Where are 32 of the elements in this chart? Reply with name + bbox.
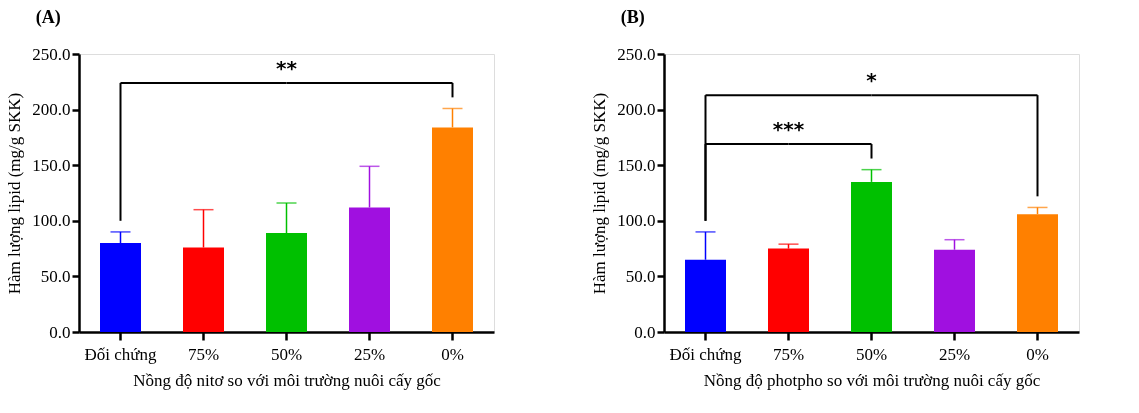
y-tick-label: 100.0 (32, 211, 71, 231)
x-tick-label: Đối chứng (84, 344, 157, 364)
chart-title: (B) (620, 7, 645, 28)
y-tick-label: 200.0 (617, 100, 656, 120)
x-tick-label: Đối chứng (669, 344, 742, 364)
chart-title: (A) (35, 7, 61, 28)
y-axis-title: Hàm lượng lipid (mg/g SKK) (590, 92, 610, 295)
x-tick-label: 75% (772, 344, 805, 364)
y-tick-label: 50.0 (40, 266, 71, 286)
y-tick-label: 0.0 (49, 322, 71, 342)
x-axis-title: Nồng độ nitơ so với môi trường nuôi cấy gốc (133, 370, 442, 390)
x-tick-label: 75% (187, 344, 220, 364)
x-tick-label: 25% (938, 344, 971, 364)
y-tick-label: 150.0 (32, 155, 71, 175)
annotation: * (866, 68, 878, 93)
y-axis-title: Hàm lượng lipid (mg/g SKK) (5, 92, 25, 295)
y-tick-label: 150.0 (617, 155, 656, 175)
bar (768, 248, 809, 332)
y-tick-label: 100.0 (617, 211, 656, 231)
y-tick-label: 50.0 (625, 266, 656, 286)
y-tick-label: 250.0 (617, 44, 656, 64)
x-tick-label: 0% (1026, 344, 1049, 364)
x-tick-label: 50% (270, 344, 303, 364)
y-tick-label: 200.0 (32, 100, 71, 120)
y-tick-label: 0.0 (634, 322, 656, 342)
x-axis-title: Nồng độ photpho so với môi trường nuôi cấy gốc (703, 370, 1041, 390)
x-tick-label: 0% (441, 344, 464, 364)
x-tick-label: 50% (855, 344, 888, 364)
annotation: *** (772, 117, 805, 142)
y-tick-label: 250.0 (32, 44, 71, 64)
annotation: ** (276, 55, 298, 80)
x-tick-label: 25% (353, 344, 386, 364)
